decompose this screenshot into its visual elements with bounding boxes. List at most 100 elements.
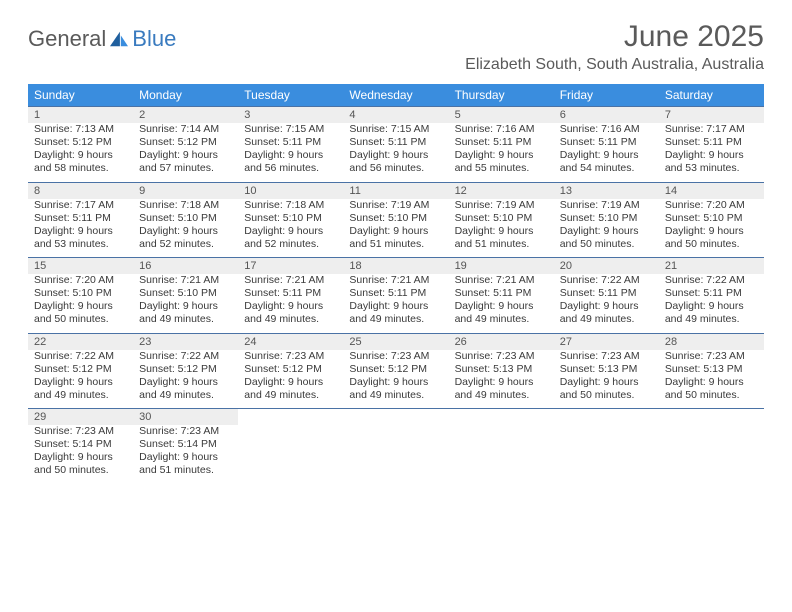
day-number-cell: 11 — [343, 182, 448, 199]
week-row: Sunrise: 7:17 AMSunset: 5:11 PMDaylight:… — [28, 199, 764, 258]
day-cell: Sunrise: 7:21 AMSunset: 5:11 PMDaylight:… — [449, 274, 554, 333]
day-cell: Sunrise: 7:20 AMSunset: 5:10 PMDaylight:… — [659, 199, 764, 258]
sunrise-label: Sunrise: 7:18 AM — [244, 199, 337, 212]
week-row: Sunrise: 7:23 AMSunset: 5:14 PMDaylight:… — [28, 425, 764, 484]
day2-label: and 53 minutes. — [665, 162, 758, 175]
sunset-label: Sunset: 5:10 PM — [139, 212, 232, 225]
day2-label: and 50 minutes. — [34, 313, 127, 326]
day2-label: and 49 minutes. — [455, 389, 548, 402]
day1-label: Daylight: 9 hours — [34, 300, 127, 313]
week-row: Sunrise: 7:13 AMSunset: 5:12 PMDaylight:… — [28, 123, 764, 182]
day1-label: Daylight: 9 hours — [560, 376, 653, 389]
dayhdr-fri: Friday — [554, 84, 659, 107]
day-number-cell: 13 — [554, 182, 659, 199]
day2-label: and 49 minutes. — [139, 313, 232, 326]
brand-blue: Blue — [132, 26, 176, 52]
day-cell: Sunrise: 7:23 AMSunset: 5:12 PMDaylight:… — [238, 350, 343, 409]
day-number-cell: 30 — [133, 409, 238, 426]
sunrise-label: Sunrise: 7:20 AM — [34, 274, 127, 287]
day-number-cell: 23 — [133, 333, 238, 350]
day-number-cell: 27 — [554, 333, 659, 350]
day2-label: and 49 minutes. — [560, 313, 653, 326]
sunrise-label: Sunrise: 7:22 AM — [139, 350, 232, 363]
day2-label: and 56 minutes. — [244, 162, 337, 175]
day1-label: Daylight: 9 hours — [244, 300, 337, 313]
sunrise-label: Sunrise: 7:21 AM — [455, 274, 548, 287]
sunset-label: Sunset: 5:14 PM — [34, 438, 127, 451]
dayhdr-tue: Tuesday — [238, 84, 343, 107]
day-cell: Sunrise: 7:22 AMSunset: 5:11 PMDaylight:… — [659, 274, 764, 333]
daynum-row: 15161718192021 — [28, 258, 764, 275]
daynum-row: 1234567 — [28, 107, 764, 124]
sunrise-label: Sunrise: 7:13 AM — [34, 123, 127, 136]
day-number-cell: 21 — [659, 258, 764, 275]
day-cell: Sunrise: 7:22 AMSunset: 5:11 PMDaylight:… — [554, 274, 659, 333]
sunset-label: Sunset: 5:11 PM — [455, 136, 548, 149]
dayhdr-mon: Monday — [133, 84, 238, 107]
day1-label: Daylight: 9 hours — [139, 225, 232, 238]
day-number-cell: 19 — [449, 258, 554, 275]
brand-general: General — [28, 26, 106, 52]
day1-label: Daylight: 9 hours — [244, 149, 337, 162]
day-number-cell — [449, 409, 554, 426]
sunset-label: Sunset: 5:12 PM — [139, 363, 232, 376]
day-number-cell: 10 — [238, 182, 343, 199]
day2-label: and 53 minutes. — [34, 238, 127, 251]
day-cell: Sunrise: 7:20 AMSunset: 5:10 PMDaylight:… — [28, 274, 133, 333]
day-cell: Sunrise: 7:19 AMSunset: 5:10 PMDaylight:… — [554, 199, 659, 258]
day-cell: Sunrise: 7:17 AMSunset: 5:11 PMDaylight:… — [28, 199, 133, 258]
sunrise-label: Sunrise: 7:16 AM — [560, 123, 653, 136]
dayhdr-wed: Wednesday — [343, 84, 448, 107]
day-cell: Sunrise: 7:16 AMSunset: 5:11 PMDaylight:… — [554, 123, 659, 182]
day-cell: Sunrise: 7:23 AMSunset: 5:13 PMDaylight:… — [659, 350, 764, 409]
day1-label: Daylight: 9 hours — [560, 149, 653, 162]
week-row: Sunrise: 7:20 AMSunset: 5:10 PMDaylight:… — [28, 274, 764, 333]
day-cell: Sunrise: 7:23 AMSunset: 5:13 PMDaylight:… — [449, 350, 554, 409]
day1-label: Daylight: 9 hours — [665, 300, 758, 313]
day1-label: Daylight: 9 hours — [244, 376, 337, 389]
day2-label: and 50 minutes. — [34, 464, 127, 477]
sunrise-label: Sunrise: 7:21 AM — [349, 274, 442, 287]
day-number-cell: 9 — [133, 182, 238, 199]
location-label: Elizabeth South, South Australia, Austra… — [465, 56, 764, 74]
day-cell — [238, 425, 343, 484]
day-number-cell — [554, 409, 659, 426]
day-cell: Sunrise: 7:17 AMSunset: 5:11 PMDaylight:… — [659, 123, 764, 182]
day-cell: Sunrise: 7:21 AMSunset: 5:11 PMDaylight:… — [238, 274, 343, 333]
dayhdr-thu: Thursday — [449, 84, 554, 107]
day-number-cell: 3 — [238, 107, 343, 124]
day-number-cell — [343, 409, 448, 426]
sunset-label: Sunset: 5:12 PM — [244, 363, 337, 376]
day1-label: Daylight: 9 hours — [139, 300, 232, 313]
sunrise-label: Sunrise: 7:15 AM — [349, 123, 442, 136]
sunrise-label: Sunrise: 7:23 AM — [665, 350, 758, 363]
day-cell — [343, 425, 448, 484]
day-cell: Sunrise: 7:15 AMSunset: 5:11 PMDaylight:… — [343, 123, 448, 182]
sail-icon — [108, 30, 130, 48]
sunset-label: Sunset: 5:11 PM — [34, 212, 127, 225]
day-number-cell — [659, 409, 764, 426]
sunrise-label: Sunrise: 7:23 AM — [349, 350, 442, 363]
header: General Blue June 2025 Elizabeth South, … — [28, 20, 764, 80]
sunset-label: Sunset: 5:11 PM — [665, 136, 758, 149]
sunrise-label: Sunrise: 7:23 AM — [244, 350, 337, 363]
day1-label: Daylight: 9 hours — [560, 225, 653, 238]
day-number-cell: 28 — [659, 333, 764, 350]
sunset-label: Sunset: 5:14 PM — [139, 438, 232, 451]
day2-label: and 49 minutes. — [349, 389, 442, 402]
sunset-label: Sunset: 5:12 PM — [34, 363, 127, 376]
sunset-label: Sunset: 5:11 PM — [455, 287, 548, 300]
day-cell: Sunrise: 7:18 AMSunset: 5:10 PMDaylight:… — [133, 199, 238, 258]
day-number-cell: 1 — [28, 107, 133, 124]
day-number-cell: 8 — [28, 182, 133, 199]
daynum-row: 891011121314 — [28, 182, 764, 199]
day-number-cell: 12 — [449, 182, 554, 199]
day-number-cell: 5 — [449, 107, 554, 124]
day-header-row: Sunday Monday Tuesday Wednesday Thursday… — [28, 84, 764, 107]
day-number-cell: 14 — [659, 182, 764, 199]
daynum-row: 2930 — [28, 409, 764, 426]
day-number-cell: 26 — [449, 333, 554, 350]
day2-label: and 55 minutes. — [455, 162, 548, 175]
sunset-label: Sunset: 5:11 PM — [349, 136, 442, 149]
day-cell: Sunrise: 7:15 AMSunset: 5:11 PMDaylight:… — [238, 123, 343, 182]
